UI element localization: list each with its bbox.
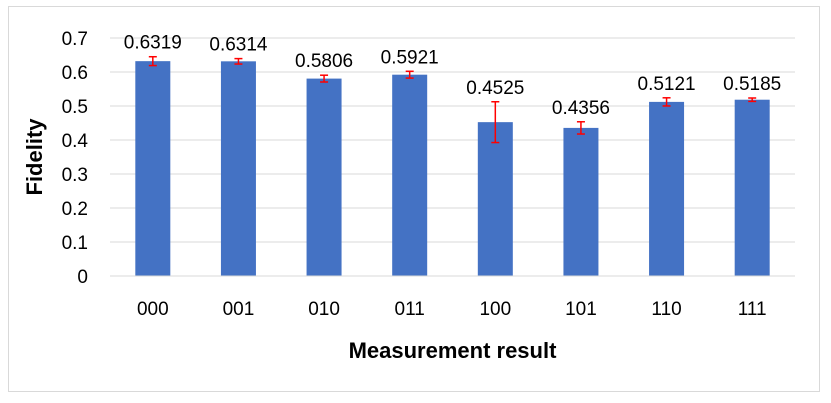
y-tick-label: 0.6	[62, 63, 88, 84]
error-bar	[662, 97, 671, 107]
data-label: 0.4525	[466, 78, 524, 99]
bar	[135, 61, 171, 277]
y-tick-label: 0.1	[62, 233, 88, 254]
bar	[477, 122, 513, 277]
error-bar	[320, 74, 329, 83]
error-bar	[148, 55, 157, 67]
bar	[734, 99, 770, 277]
x-tick-label: 110	[651, 299, 681, 320]
y-tick-label: 0.5	[62, 97, 88, 118]
x-axis-ticks: 000 001 010 011 100 101 110 111	[137, 299, 767, 320]
gridlines	[110, 37, 795, 243]
x-tick-label: 011	[395, 299, 425, 320]
error-bars	[148, 55, 757, 144]
bar	[306, 78, 342, 276]
x-tick-label: 000	[137, 299, 169, 320]
data-label: 0.6314	[209, 35, 268, 56]
y-tick-label: 0	[77, 267, 88, 288]
bar	[649, 101, 685, 276]
error-bar	[491, 101, 500, 144]
data-label: 0.4356	[552, 98, 610, 119]
y-tick-label: 0.7	[62, 29, 88, 50]
y-tick-label: 0.4	[62, 131, 89, 152]
x-axis-title: Measurement result	[349, 338, 558, 363]
data-label: 0.6319	[124, 33, 182, 54]
error-bar	[748, 97, 757, 103]
data-label: 0.5806	[295, 51, 353, 72]
x-tick-label: 100	[479, 299, 511, 320]
bar	[220, 61, 256, 276]
x-tick-label: 111	[738, 299, 767, 320]
data-label: 0.5921	[381, 47, 439, 68]
error-bar	[405, 70, 414, 79]
data-labels: 0.6319 0.6314 0.5806 0.5921 0.4525 0.4356 0.51…	[124, 33, 782, 119]
y-axis-title: Fidelity	[22, 118, 47, 196]
x-tick-label: 101	[565, 299, 597, 320]
bars	[135, 61, 770, 277]
data-label: 0.5121	[638, 74, 696, 95]
y-tick-label: 0.2	[62, 199, 88, 220]
bar	[392, 74, 428, 276]
y-tick-label: 0.3	[62, 165, 88, 186]
x-tick-label: 010	[308, 299, 340, 320]
data-label: 0.5185	[723, 74, 781, 95]
x-tick-label: 001	[223, 299, 255, 320]
error-bar	[576, 121, 585, 135]
y-axis-ticks: 0 0.1 0.2 0.3 0.4 0.5 0.6 0.7	[62, 29, 89, 288]
bar	[563, 127, 599, 276]
error-bar	[234, 57, 243, 65]
